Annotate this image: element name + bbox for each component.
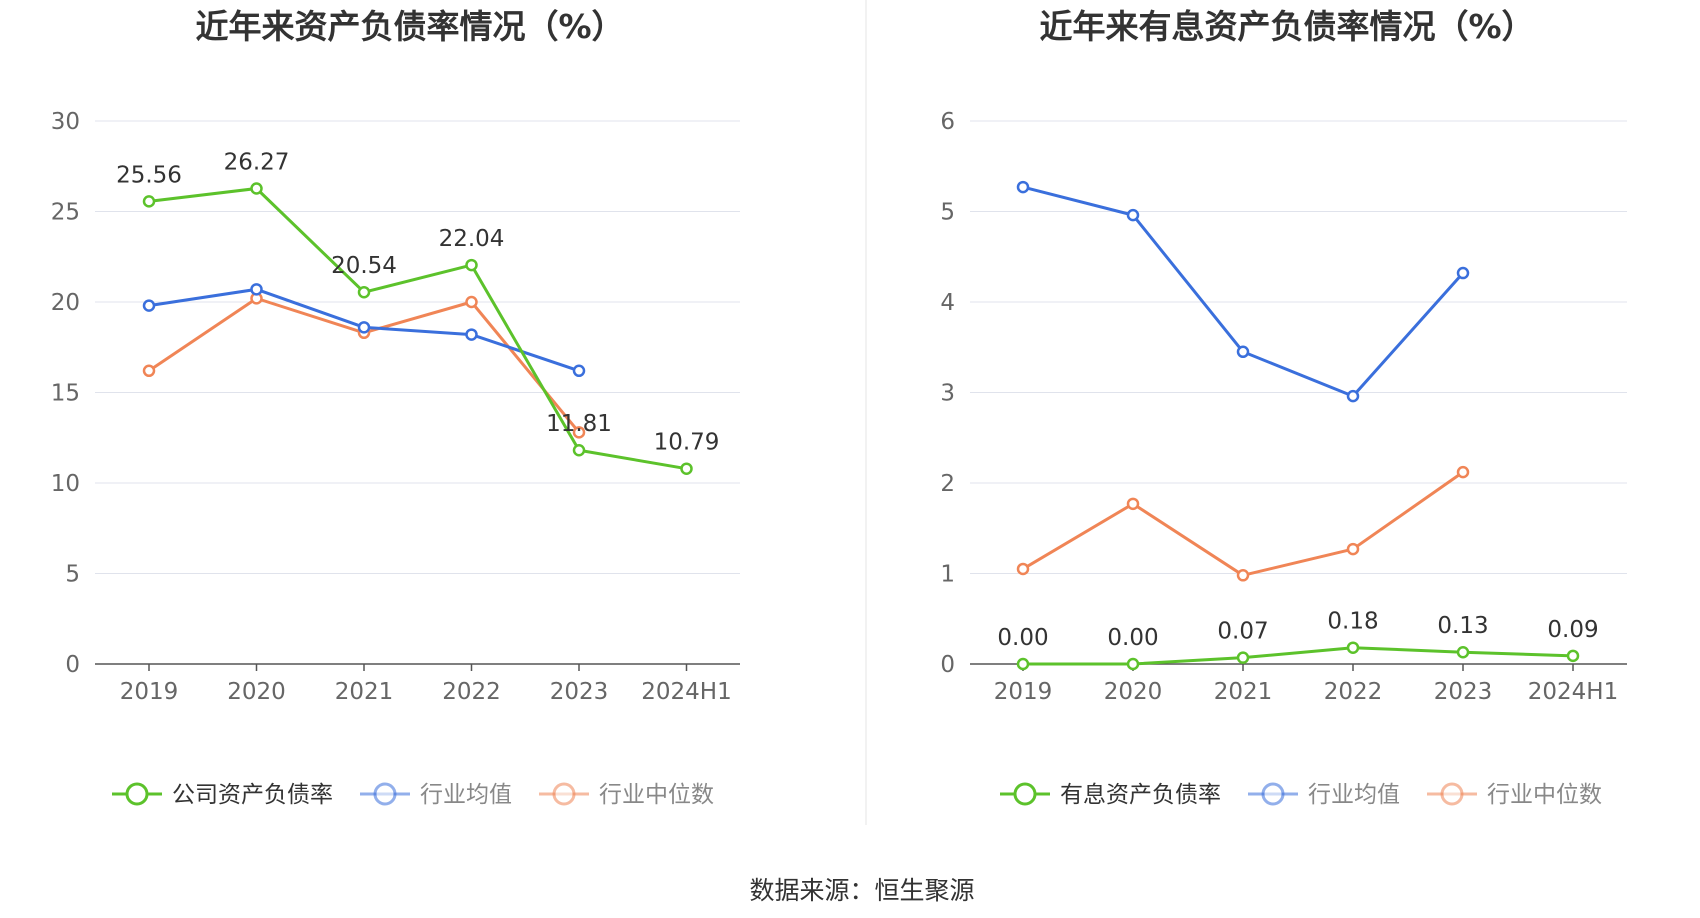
- data-point: [1126, 497, 1140, 511]
- legend-item-1: 公司资产负债率: [112, 782, 333, 808]
- legend-label: 行业均值: [420, 782, 512, 808]
- data-point: [680, 462, 693, 475]
- x-tick-label: 2021: [335, 679, 394, 705]
- y-tick-label: 20: [51, 290, 80, 316]
- data-point: [357, 285, 371, 299]
- data-label: 26.27: [224, 150, 290, 176]
- legend-item-3: 行业中位数: [539, 782, 714, 808]
- legend-swatch-marker: [1440, 782, 1464, 806]
- y-tick-label: 6: [940, 109, 955, 135]
- data-point: [465, 328, 478, 341]
- legend-swatch-marker: [125, 782, 149, 806]
- data-point: [1346, 389, 1360, 403]
- series-line-1: [148, 187, 687, 471]
- legend-label: 公司资产负债率: [172, 782, 333, 808]
- legend-item-2: 行业均值: [1248, 782, 1400, 808]
- data-point: [250, 283, 263, 296]
- data-point: [250, 182, 263, 195]
- series-line-3: [148, 296, 581, 434]
- data-point: [142, 299, 156, 312]
- data-label: 0.07: [1217, 619, 1268, 645]
- data-point: [1456, 266, 1470, 280]
- data-label: 0.18: [1327, 609, 1378, 635]
- data-label: 10.79: [654, 430, 720, 456]
- series-line-3: [1022, 470, 1464, 577]
- x-tick-label: 2019: [120, 679, 179, 705]
- data-label: 20.54: [331, 253, 397, 279]
- legend-item-2: 行业均值: [360, 782, 512, 808]
- y-tick-label: 1: [940, 562, 955, 588]
- x-tick-label: 2024H1: [641, 679, 731, 705]
- legend-swatch-marker: [373, 782, 397, 806]
- y-tick-label: 25: [51, 200, 80, 226]
- data-point: [1016, 562, 1030, 576]
- y-tick-label: 0: [65, 652, 80, 678]
- legend-label: 行业中位数: [599, 782, 714, 808]
- y-tick-label: 15: [51, 381, 80, 407]
- y-tick-label: 4: [940, 290, 955, 316]
- y-tick-label: 0: [940, 652, 955, 678]
- series-line-1: [1023, 646, 1574, 666]
- data-label: 0.00: [1107, 625, 1158, 651]
- data-point: [1456, 645, 1470, 659]
- x-tick-label: 2022: [442, 679, 501, 705]
- data-source-label: 数据来源：恒生聚源: [749, 876, 974, 905]
- data-point: [465, 258, 478, 272]
- data-point: [1236, 651, 1250, 664]
- data-point: [1236, 345, 1250, 359]
- legend-label: 行业均值: [1308, 782, 1400, 808]
- data-label: 25.56: [116, 162, 182, 188]
- chart-title: 近年来有息资产负债率情况（%）: [1039, 7, 1534, 46]
- data-label: 11.81: [546, 411, 612, 437]
- chart-panel-2: 近年来有息资产负债率情况（%） 0 1 2 3 4 5 6 2019 2020 2021 2022 20…: [940, 7, 1627, 808]
- data-point: [142, 364, 156, 378]
- data-point: [1236, 569, 1250, 582]
- y-tick-label: 5: [940, 200, 955, 226]
- y-tick-label: 10: [51, 471, 80, 497]
- data-point: [1016, 180, 1030, 194]
- chart-panel-1: 近年来资产负债率情况（%） 0 5 10 15 20 25 30 2019 2020 2021 202…: [51, 7, 740, 808]
- data-point: [1346, 542, 1360, 556]
- data-label: 22.04: [439, 226, 505, 252]
- data-point: [357, 321, 371, 334]
- data-point: [1456, 465, 1470, 479]
- legend-item-1: 有息资产负债率: [1000, 782, 1221, 808]
- x-tick-label: 2020: [227, 679, 286, 705]
- legend-swatch-marker: [1261, 782, 1285, 806]
- legend-label: 有息资产负债率: [1060, 782, 1221, 808]
- x-tick-label: 2022: [1324, 679, 1383, 705]
- y-tick-label: 30: [51, 109, 80, 135]
- data-point: [1126, 208, 1140, 222]
- data-point: [572, 443, 586, 457]
- y-tick-label: 5: [65, 562, 80, 588]
- x-tick-label: 2019: [994, 679, 1053, 705]
- chart-title: 近年来资产负债率情况（%）: [195, 7, 624, 46]
- data-label: 0.13: [1437, 613, 1488, 639]
- data-point: [572, 364, 586, 378]
- x-tick-label: 2021: [1214, 679, 1273, 705]
- data-point: [1346, 641, 1360, 654]
- x-tick-label: 2023: [1434, 679, 1493, 705]
- data-point: [1566, 649, 1580, 663]
- y-tick-label: 2: [940, 471, 955, 497]
- data-label: 0.09: [1547, 617, 1598, 643]
- data-point: [142, 195, 156, 208]
- x-tick-label: 2020: [1104, 679, 1163, 705]
- series-line-2: [1022, 185, 1465, 398]
- legend-label: 行业中位数: [1487, 782, 1602, 808]
- data-point: [572, 426, 586, 439]
- x-tick-label: 2024H1: [1528, 679, 1618, 705]
- legend-swatch-marker: [1013, 782, 1037, 806]
- data-point: [1126, 657, 1140, 671]
- data-point: [1016, 657, 1030, 671]
- legend-swatch-marker: [552, 782, 576, 806]
- data-label: 0.00: [997, 625, 1048, 651]
- data-point: [465, 295, 478, 309]
- y-tick-label: 3: [940, 381, 955, 407]
- x-tick-label: 2023: [550, 679, 609, 705]
- legend-item-3: 行业中位数: [1427, 782, 1602, 808]
